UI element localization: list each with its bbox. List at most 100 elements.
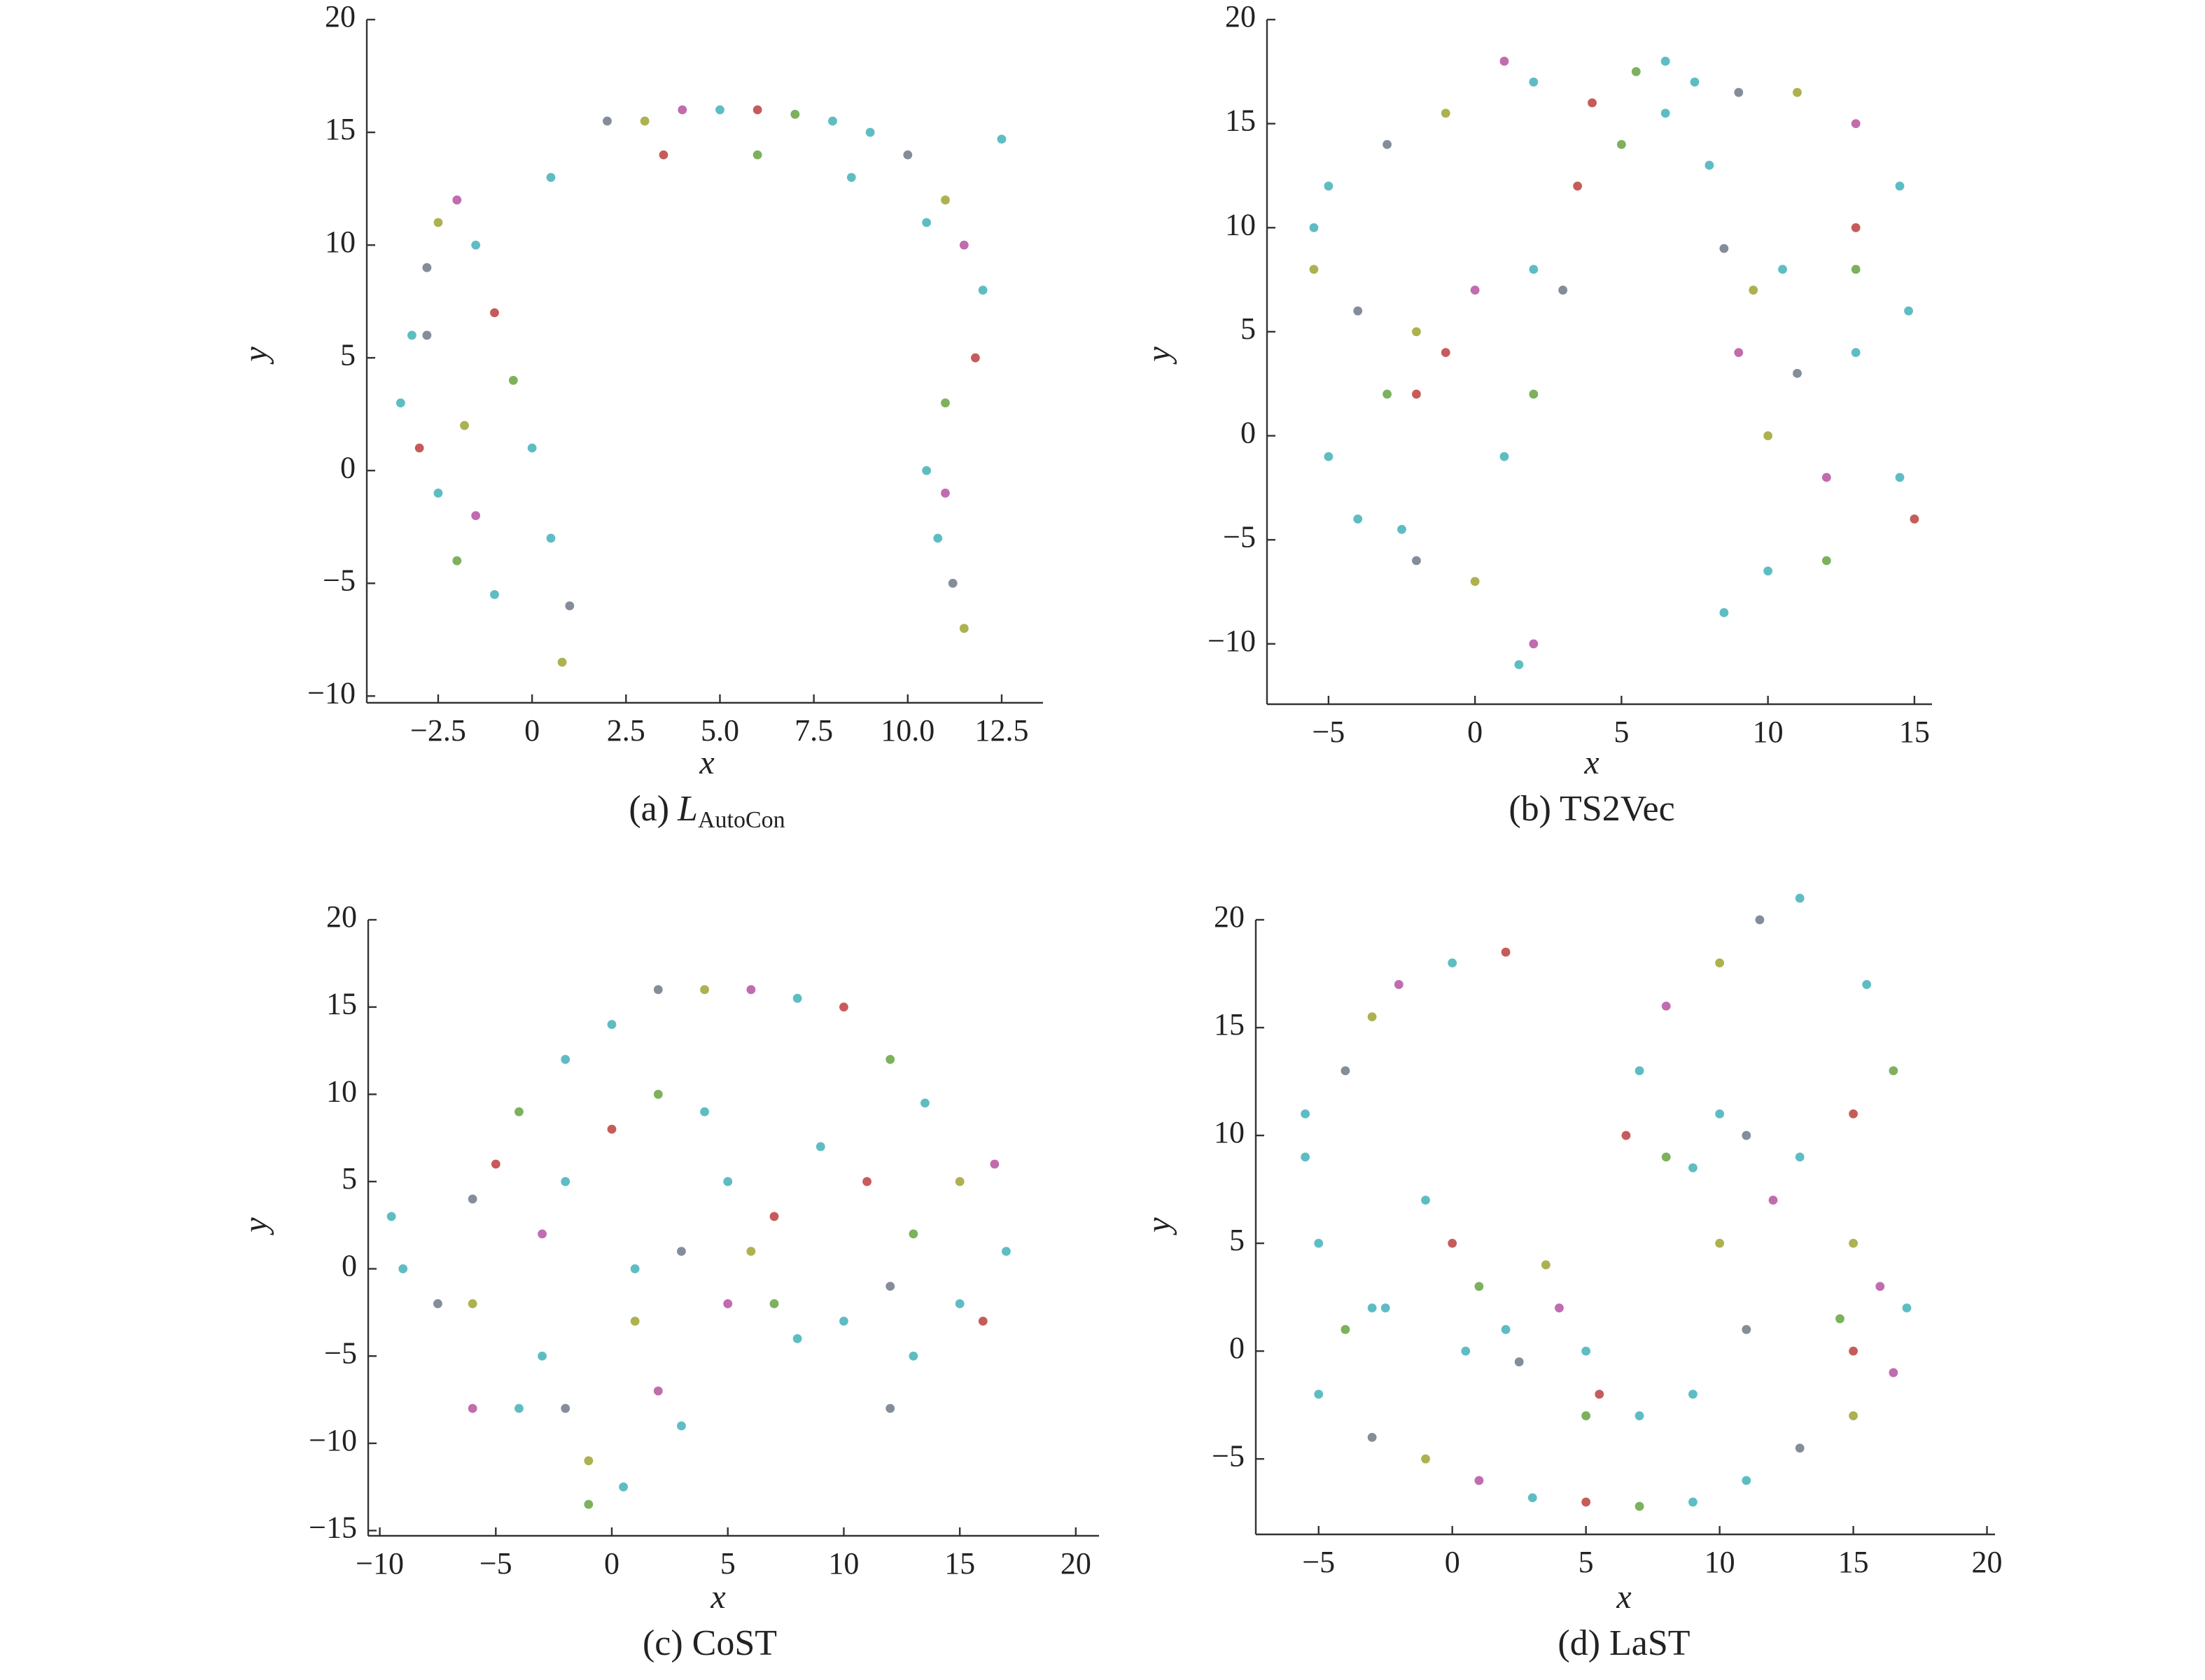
y-tick-label: −10 (1208, 624, 1256, 658)
x-tick-label: 5 (1614, 715, 1629, 749)
point (677, 1247, 686, 1256)
caption: (d) LaST (1558, 1623, 1690, 1663)
point (422, 262, 432, 272)
point (1588, 98, 1597, 108)
subplot: −10 −5 0 5 10 15 20 −2.5 0 2.5 5.0 7.5 10.0 12.5 x y (a)… (237, 0, 1043, 833)
point (640, 116, 650, 126)
point (653, 1089, 663, 1099)
point (1763, 431, 1773, 440)
point (1573, 181, 1583, 191)
y-tick-label: 5 (342, 1161, 357, 1196)
point (1634, 1411, 1644, 1420)
point (1715, 958, 1725, 968)
point (1851, 348, 1861, 358)
point (792, 993, 802, 1003)
x-tick-label: 7.5 (794, 713, 833, 748)
point (1719, 244, 1729, 253)
y-tick-label: 5 (1240, 312, 1256, 346)
point (1634, 1066, 1644, 1076)
x-tick-label: 0 (1467, 715, 1483, 749)
point (1558, 286, 1568, 295)
point (1661, 1001, 1671, 1011)
point (619, 1482, 628, 1492)
y-tick-label: 10 (325, 225, 356, 259)
point (1688, 1163, 1698, 1172)
point (922, 465, 932, 475)
point (433, 218, 443, 227)
point (1749, 286, 1758, 295)
point (839, 1002, 848, 1012)
point (1555, 1303, 1564, 1312)
point (1595, 1390, 1604, 1399)
point (630, 1264, 640, 1273)
point (903, 150, 913, 160)
point (1421, 1454, 1430, 1464)
x-tick-label: −5 (479, 1546, 512, 1581)
point (471, 240, 481, 250)
point (1382, 389, 1392, 399)
y-axis-label: y (237, 346, 274, 365)
point (538, 1351, 547, 1361)
caption-subscript: AutoCon (698, 807, 785, 833)
point (1529, 77, 1539, 87)
point (1412, 389, 1421, 399)
point (1862, 980, 1872, 989)
point (1821, 556, 1831, 566)
x-tick-label: 10.0 (881, 713, 934, 748)
point (1895, 181, 1905, 191)
point (1529, 389, 1539, 399)
point (527, 443, 537, 453)
x-tick-label: 10 (1704, 1545, 1735, 1579)
point (1527, 1493, 1537, 1503)
x-tick-label: 5 (1578, 1545, 1594, 1579)
point (1895, 472, 1905, 482)
point (1314, 1238, 1324, 1248)
point (955, 1177, 965, 1186)
point (514, 1107, 524, 1116)
x-tick-label: −10 (356, 1546, 404, 1581)
y-tick-label: −10 (309, 1423, 357, 1457)
x-tick-label: 12.5 (974, 713, 1028, 748)
x-tick-label: 2.5 (607, 713, 645, 748)
point (561, 1055, 570, 1064)
point (792, 1334, 802, 1343)
point (865, 127, 875, 137)
y-tick-label: 0 (342, 1249, 357, 1283)
point (1688, 1497, 1698, 1507)
point (886, 1282, 895, 1291)
point (828, 116, 837, 126)
point (1461, 1346, 1471, 1356)
point (1514, 660, 1524, 669)
x-tick-label: 5 (720, 1546, 736, 1581)
point (1910, 514, 1919, 524)
caption-symbol: L (677, 789, 698, 829)
point (1380, 1303, 1390, 1312)
x-tick-label: 15 (1838, 1545, 1869, 1579)
point (433, 489, 443, 498)
point (1621, 1130, 1631, 1140)
point (1793, 88, 1802, 97)
point (603, 116, 612, 126)
x-tick-label: 0 (604, 1546, 620, 1581)
x-tick-label: −5 (1312, 715, 1345, 749)
point (1660, 108, 1670, 118)
point (997, 134, 1007, 144)
point (1499, 57, 1509, 66)
subplot: −10 −5 0 5 10 15 20 −5 0 5 10 15 x y (b) TS2Vec (1140, 0, 1932, 829)
point (1849, 1346, 1858, 1356)
point (752, 150, 762, 160)
point (978, 286, 988, 295)
point (933, 533, 943, 543)
point (1661, 1152, 1671, 1162)
point (490, 308, 499, 318)
point (460, 421, 469, 430)
point (1324, 451, 1334, 461)
point (584, 1456, 594, 1466)
point (1704, 160, 1714, 170)
point (1581, 1497, 1591, 1507)
point (508, 375, 518, 385)
point (1412, 556, 1421, 566)
point (1851, 265, 1861, 274)
point (653, 985, 663, 995)
point (1367, 1012, 1377, 1022)
